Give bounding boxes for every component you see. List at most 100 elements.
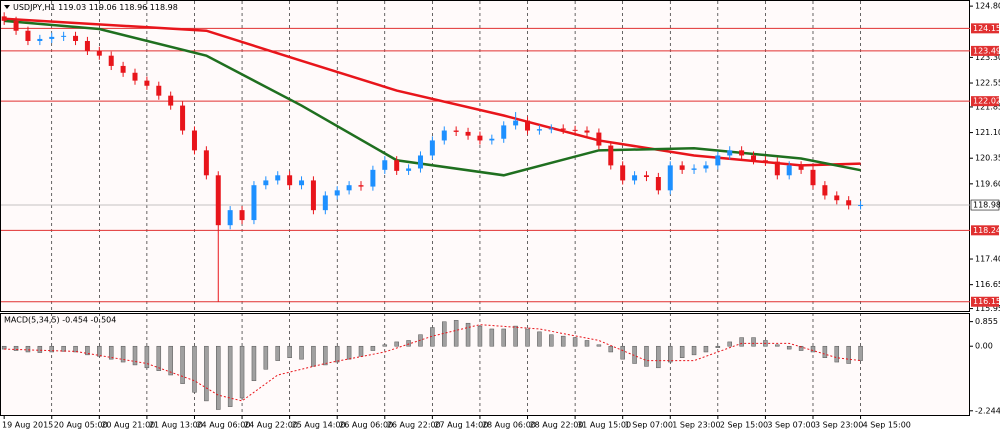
candle-body — [322, 195, 328, 211]
histogram-bar — [346, 345, 352, 360]
histogram-bar — [751, 337, 756, 347]
candle-body — [263, 180, 269, 186]
candle-body — [120, 65, 126, 73]
candle-body — [810, 169, 816, 186]
histogram-bar — [537, 331, 542, 347]
x-tick-label: 2 Sep 15:00 — [720, 421, 768, 430]
histogram-bar — [406, 340, 411, 347]
candle-body — [132, 72, 138, 81]
candle-body — [715, 155, 721, 166]
level-badge — [971, 45, 999, 56]
main-panel — [0, 0, 970, 312]
chart-title: USDJPY,H1 119.03 119.06 118.96 118.98 — [13, 3, 178, 12]
histogram-bar — [691, 345, 697, 356]
y-tick-label: 122.55 — [975, 79, 1000, 88]
candle-body — [548, 128, 554, 130]
histogram-bar — [465, 322, 471, 347]
x-tick-label: 20 Aug 05:00 — [54, 421, 108, 430]
x-tick-label: 26 Aug 06:00 — [339, 421, 393, 430]
histogram-bar — [227, 345, 233, 407]
histogram-bar — [596, 344, 602, 347]
candle-body — [822, 185, 828, 196]
last-price-label: 118.98 — [973, 201, 1000, 210]
candle-body — [144, 80, 150, 86]
x-tick-label: 1 Sep 23:00 — [672, 421, 720, 430]
candle-body — [846, 200, 852, 206]
histogram-bar — [299, 345, 304, 360]
candle-body — [406, 168, 412, 171]
x-tick-label: 28 Aug 22:00 — [530, 421, 584, 430]
histogram-bar — [644, 345, 649, 367]
candle-body — [168, 95, 174, 106]
candle-body — [536, 129, 542, 131]
histogram-bar — [810, 345, 816, 353]
histogram-bar — [608, 345, 614, 353]
histogram-bar — [275, 345, 280, 361]
histogram-bar — [834, 345, 840, 363]
candle-body — [501, 125, 507, 139]
histogram-bar — [85, 345, 90, 356]
histogram-bar — [382, 344, 388, 347]
histogram-bar — [311, 345, 316, 367]
candle-body — [441, 130, 447, 141]
histogram-bar — [727, 341, 732, 347]
candle-body — [358, 185, 364, 187]
y-tick-label: 115.95 — [975, 304, 1000, 313]
histogram-bar — [132, 345, 138, 366]
histogram-bar — [61, 345, 66, 352]
x-tick-label: 3 Sep 23:00 — [815, 421, 863, 430]
histogram-bar — [13, 345, 19, 351]
candle-body — [655, 177, 661, 191]
histogram-bar — [703, 345, 709, 353]
x-tick-label: 24 Aug 22:00 — [244, 421, 298, 430]
histogram-bar — [501, 328, 506, 347]
x-tick-label: 21 Aug 13:00 — [149, 421, 203, 430]
candle-body — [525, 120, 531, 131]
histogram-bar — [620, 345, 625, 360]
histogram-bar — [489, 328, 495, 347]
x-tick-label: 26 Aug 22:00 — [387, 421, 441, 430]
y-tick-label: 124.80 — [975, 2, 1000, 11]
y-tick-label: 123.30 — [975, 53, 1000, 62]
candle-body — [310, 180, 316, 211]
histogram-bar — [263, 345, 269, 370]
candle-body — [489, 138, 495, 141]
level-label: 118.24 — [973, 226, 1000, 235]
candle-body — [394, 160, 400, 171]
histogram-bar — [192, 345, 197, 393]
histogram-bar — [168, 345, 173, 376]
x-tick-label: 27 Aug 14:00 — [434, 421, 488, 430]
y-tick-label: 121.10 — [975, 128, 1000, 137]
candle-body — [834, 195, 840, 201]
candle-body — [798, 165, 804, 170]
histogram-bar — [108, 345, 114, 360]
candle-body — [49, 36, 55, 39]
signal-line — [4, 324, 861, 402]
histogram-bar — [156, 345, 162, 371]
y-tick-label: 121.85 — [975, 102, 1000, 111]
x-tick-label: 31 Aug 15:00 — [577, 421, 631, 430]
histogram-bar — [144, 345, 150, 369]
candle-body — [180, 105, 186, 131]
candle-body — [762, 160, 768, 162]
histogram-bar — [775, 344, 780, 347]
candle-body — [227, 210, 233, 226]
candle-body — [96, 50, 102, 56]
x-tick-label: 19 Aug 2015 — [2, 421, 53, 430]
candle-body — [251, 185, 257, 221]
candle-body — [203, 150, 209, 176]
level-badge — [971, 96, 999, 107]
histogram-bar — [668, 345, 673, 363]
histogram-bar — [180, 345, 185, 384]
histogram-bar — [739, 337, 744, 347]
candle-body — [334, 190, 340, 196]
y-tick-label: 0.00 — [975, 342, 993, 351]
candle-body — [1, 16, 7, 21]
candle-body — [465, 131, 471, 136]
histogram-bar — [204, 345, 209, 402]
candle-body — [346, 185, 352, 191]
moving-average — [4, 19, 861, 177]
histogram-bar — [525, 328, 530, 347]
candle-body — [37, 38, 43, 41]
histogram-bar — [394, 341, 399, 347]
